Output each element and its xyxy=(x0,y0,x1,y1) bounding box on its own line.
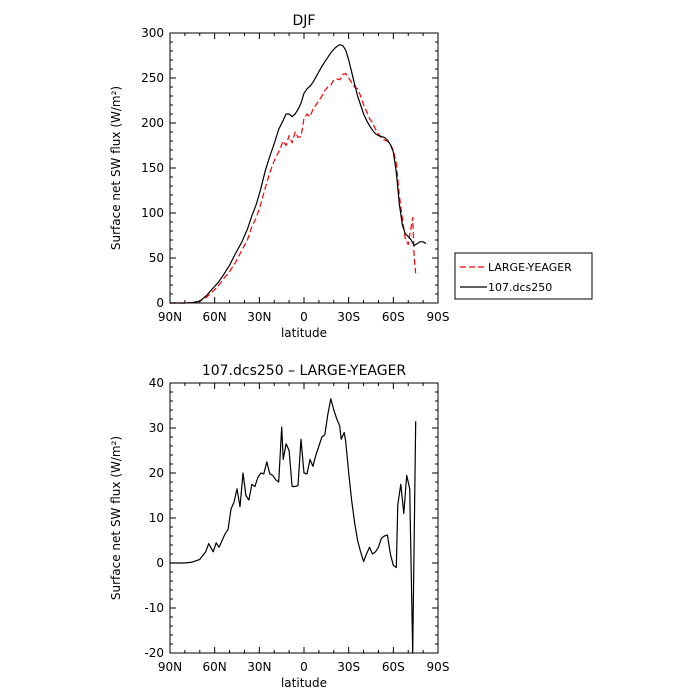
x-tick-label: 0 xyxy=(300,660,308,674)
x-axis-label: latitude xyxy=(281,676,327,690)
y-tick-label: 200 xyxy=(141,116,164,130)
plot-frame xyxy=(169,32,439,304)
y-axis-label: Surface net SW flux (W/m²) xyxy=(109,436,123,600)
y-tick-label: -10 xyxy=(144,601,164,615)
x-tick-label: 30N xyxy=(247,660,271,674)
x-tick-label: 90N xyxy=(158,660,182,674)
y-tick-label: 20 xyxy=(149,466,164,480)
top-panel: DJF 90N 60N 30N 0 30S 60S 90S 0 50 100 150 200 250 300… xyxy=(109,13,593,340)
chart-title: 107.dcs250 – LARGE-YEAGER xyxy=(202,363,407,379)
legend-box xyxy=(454,252,593,300)
y-tick-label: 30 xyxy=(149,421,164,435)
x-tick-label: 30N xyxy=(247,310,271,324)
x-tick-label: 30S xyxy=(337,660,360,674)
y-tick-label: -20 xyxy=(144,646,164,660)
x-tick-label: 30S xyxy=(337,310,360,324)
bottom-panel: 107.dcs250 – LARGE-YEAGER 90N 60N 30N 0 30S 60… xyxy=(109,363,449,690)
y-tick-label: 40 xyxy=(149,376,164,390)
legend-label: LARGE-YEAGER xyxy=(488,261,572,274)
y-tick-label: 150 xyxy=(141,161,164,175)
y-tick-label: 10 xyxy=(149,511,164,525)
chart-title: DJF xyxy=(293,13,316,29)
series-line-0 xyxy=(170,398,417,654)
series-line-0 xyxy=(170,72,417,304)
y-axis-label: Surface net SW flux (W/m²) xyxy=(109,86,123,250)
y-tick-label: 0 xyxy=(156,556,164,570)
x-tick-label: 90S xyxy=(427,310,450,324)
y-tick-label: 100 xyxy=(141,206,164,220)
y-tick-label: 250 xyxy=(141,71,164,85)
x-tick-label: 90S xyxy=(427,660,450,674)
legend-label: 107.dcs250 xyxy=(488,281,552,294)
x-tick-label: 60N xyxy=(203,660,227,674)
x-tick-label: 60S xyxy=(382,660,405,674)
x-tick-label: 60S xyxy=(382,310,405,324)
y-tick-label: 50 xyxy=(149,251,164,265)
x-axis-label: latitude xyxy=(281,326,327,340)
y-tick-label: 0 xyxy=(156,296,164,310)
x-tick-label: 0 xyxy=(300,310,308,324)
x-tick-label: 90N xyxy=(158,310,182,324)
y-tick-label: 300 xyxy=(141,26,164,40)
x-tick-label: 60N xyxy=(203,310,227,324)
series-line-1 xyxy=(170,44,427,304)
